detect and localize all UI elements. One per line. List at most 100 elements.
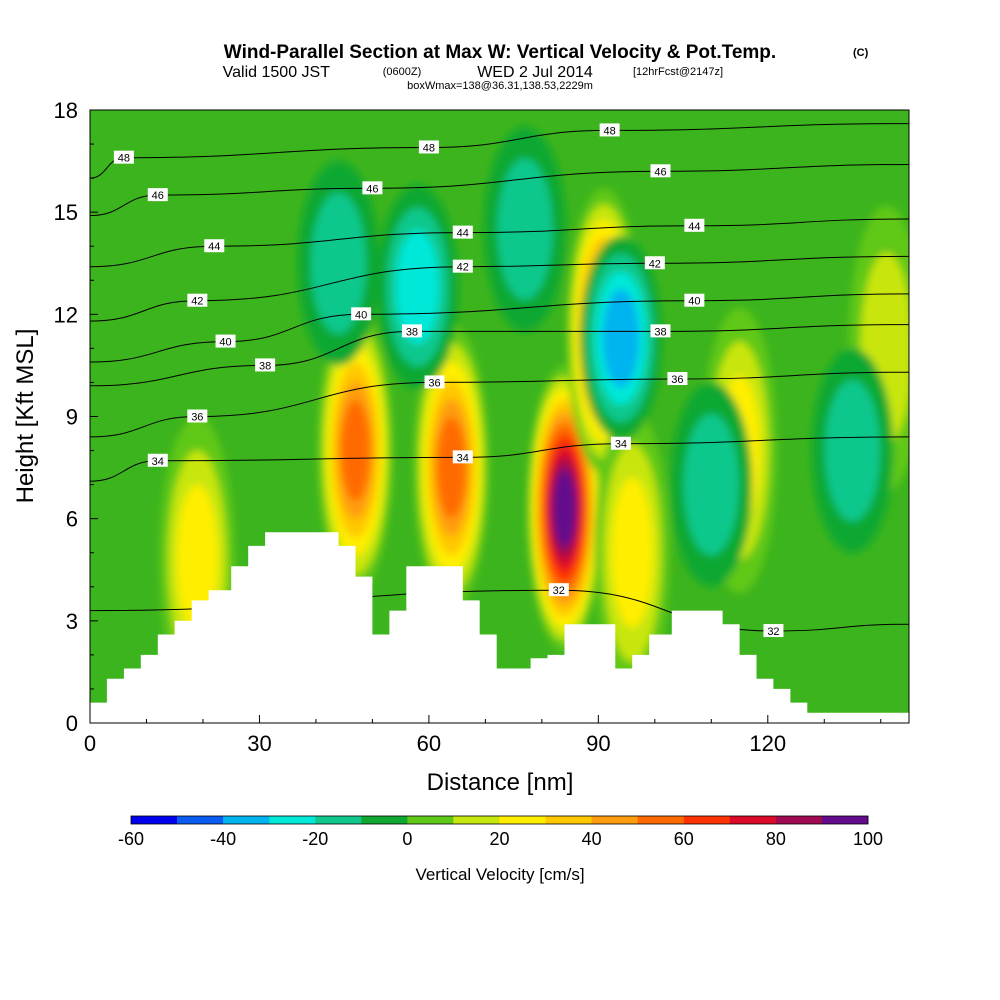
colorbar-tick-label: 20 [489, 829, 509, 849]
downdraft-core [310, 192, 367, 334]
theta-contour-line [90, 371, 909, 438]
y-tick-label: 15 [54, 200, 78, 225]
contour-label-box [599, 123, 620, 137]
contour-label-box [452, 259, 473, 273]
updraft-core [437, 417, 466, 518]
colorbar-swatch [131, 816, 178, 824]
contour-label-box [418, 140, 439, 154]
colorbar-swatch [591, 816, 638, 824]
contour-label: 34 [147, 453, 168, 468]
colorbar-tick-label: 80 [766, 829, 786, 849]
contour-label-text: 34 [457, 452, 469, 464]
colorbar-swatch [315, 816, 362, 824]
downdraft-core [683, 413, 739, 556]
colorbar-tick-label: 60 [674, 829, 694, 849]
contour-label-box [187, 409, 208, 423]
contour-label-text: 46 [152, 190, 164, 202]
contour-label: 42 [644, 256, 665, 270]
y-axis-label: Height [Kft MSL] [12, 329, 39, 504]
y-tick-label: 12 [54, 302, 78, 327]
downdraft-core [824, 379, 881, 522]
contour-label-box [644, 256, 665, 270]
velocity-field [159, 126, 909, 703]
contour-label: 48 [113, 150, 134, 165]
contour-label: 32 [763, 624, 784, 638]
contour-label: 34 [452, 450, 473, 464]
contour-label-text: 42 [191, 296, 203, 308]
contour-label-box [147, 453, 168, 467]
box-info: boxWmax=138@36.31,138.53,2229m [407, 80, 593, 92]
contour-label: 38 [650, 324, 671, 338]
y-tick-label: 18 [54, 98, 78, 123]
contour-label-text: 40 [355, 309, 367, 321]
contour-label-text: 38 [406, 326, 418, 338]
contour-label: 40 [684, 293, 705, 308]
utc-time: (0600Z) [383, 66, 422, 78]
contour-label-text: 32 [553, 585, 565, 597]
contour-label-text: 46 [366, 183, 378, 195]
updraft-core [176, 484, 218, 635]
y-tick-label: 9 [66, 405, 78, 430]
colorbar-swatch [775, 816, 823, 824]
contour-label-text: 48 [423, 142, 435, 154]
contour-label-text: 34 [152, 456, 164, 468]
contour-label-box [548, 583, 569, 597]
colorbar-swatch [499, 816, 546, 824]
contour-labels: 32 32 34 34 34 36 36 36 38 38 38 40 40 40 42 42 42 44 44 44… [113, 123, 784, 638]
contour-label-text: 36 [671, 374, 683, 386]
x-tick-label: 60 [417, 731, 441, 756]
contour-label-box [452, 450, 473, 464]
colorbar: -60 -40 -20 0 20 40 60 80 100 [118, 815, 883, 849]
colorbar-swatch [269, 816, 316, 824]
colorbar-tick-label: 100 [853, 829, 883, 849]
contour-label: 48 [418, 140, 439, 154]
contour-label-text: 38 [654, 326, 666, 338]
contour-label: 38 [401, 324, 422, 338]
valid-date: WED 2 Jul 2014 [477, 64, 593, 81]
x-tick-label: 0 [84, 731, 96, 756]
contour-label-box [187, 293, 208, 307]
colorbar-swatch [223, 816, 270, 824]
contour-label-text: 34 [615, 439, 627, 451]
colorbar-tick-label: -20 [302, 829, 328, 849]
y-tick-label: 3 [66, 609, 78, 634]
contour-label: 36 [187, 409, 208, 424]
downdraft-core [395, 230, 440, 344]
theta-contour-line [90, 293, 909, 363]
colorbar-swatch [637, 816, 685, 824]
contour-label-text: 40 [219, 337, 231, 349]
contour-label-box [362, 181, 383, 195]
downdraft-core [602, 289, 640, 388]
contour-label-text: 44 [457, 228, 469, 240]
x-tick-label: 90 [586, 731, 610, 756]
contour-label: 42 [187, 293, 208, 308]
contour-label: 32 [548, 583, 569, 597]
colorbar-tick-label: 0 [402, 829, 412, 849]
x-tick-label: 120 [749, 731, 786, 756]
contour-label-text: 48 [604, 125, 616, 137]
forecast-info: [12hrFcst@2147z] [633, 66, 723, 78]
contour-label-text: 38 [259, 360, 271, 372]
contour-label-box [255, 358, 276, 372]
colorbar-swatch [177, 816, 224, 824]
terrain-mask [90, 532, 909, 723]
contour-label-box [215, 334, 236, 348]
colorbar-swatch [683, 816, 731, 824]
theta-contour-line [90, 324, 909, 387]
contour-label-box [684, 218, 705, 232]
contour-label-text: 36 [428, 377, 440, 389]
contour-label-box [204, 239, 225, 253]
colorbar-swatch [361, 816, 408, 824]
contour-label-box [650, 324, 671, 338]
colorbar-tick-label: 40 [582, 829, 602, 849]
y-axis: 0 3 6 9 12 15 18 [54, 98, 98, 736]
chart-title: Wind-Parallel Section at Max W: Vertical… [224, 42, 776, 63]
colorbar-swatch [453, 816, 500, 824]
contour-label: 44 [452, 225, 473, 240]
colorbar-label: Vertical Velocity [cm/s] [415, 865, 584, 884]
contour-label: 44 [684, 218, 705, 233]
contour-label-text: 44 [208, 241, 220, 253]
contour-label-text: 42 [649, 258, 661, 270]
updraft-core [552, 469, 576, 548]
contour-label-box [610, 436, 631, 450]
